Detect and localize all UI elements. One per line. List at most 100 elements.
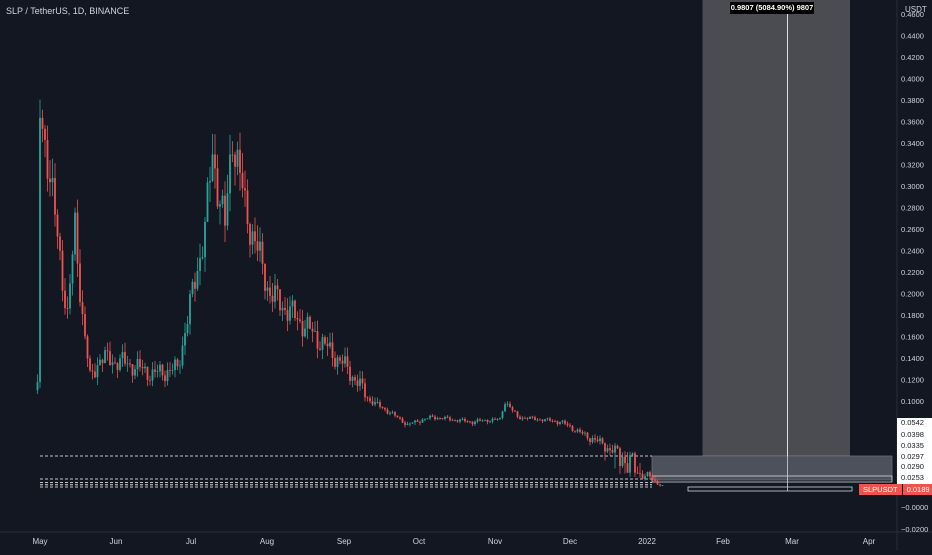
y-tick-label: 0.0335 [901, 441, 924, 450]
candle-body [621, 456, 624, 466]
candle-body [529, 416, 531, 419]
candle-body [584, 432, 586, 434]
candle-body [524, 417, 526, 419]
candle-body [431, 415, 434, 417]
candle-body [319, 348, 321, 350]
candle-body [331, 342, 334, 359]
candle-body [41, 117, 44, 129]
candle-body [494, 418, 496, 420]
candle-body [134, 369, 136, 376]
candle-body [516, 411, 519, 417]
candle-body [79, 263, 81, 302]
candle-body [136, 359, 139, 370]
candle-body [594, 437, 596, 440]
candle-body [84, 314, 86, 337]
candle-body [334, 358, 336, 367]
candle-body [291, 300, 294, 307]
candle-body [151, 369, 154, 381]
candle-body [649, 472, 651, 477]
candle-body [314, 331, 316, 332]
candle-body [549, 418, 551, 421]
candle-body [441, 418, 444, 420]
candle-body [324, 337, 326, 344]
y-tick-label: 0.1000 [901, 397, 924, 406]
candle-body [551, 420, 554, 422]
candle-body [69, 283, 71, 309]
candle-body [214, 154, 216, 169]
candle-body [404, 422, 406, 425]
candle-body [174, 359, 176, 371]
symbol-title: SLP / TetherUS, 1D, BINANCE [6, 6, 130, 16]
candle-body [606, 448, 609, 452]
candle-body [526, 418, 529, 419]
candle-body [401, 418, 404, 423]
candle-body [306, 316, 309, 329]
projection-tooltip: 0.9807 (5084.90%) 9807 [730, 2, 814, 14]
x-tick-label: Sep [337, 537, 352, 546]
candle-body [486, 419, 489, 422]
candle-body [304, 328, 306, 337]
y-tick-label: 0.2200 [901, 268, 924, 277]
candle-body [569, 425, 571, 426]
y-tick-label: 0.4000 [901, 75, 924, 84]
candle-body [561, 420, 564, 422]
candle-body [44, 128, 46, 140]
y-tick-label: 0.3200 [901, 161, 924, 170]
candle-body [326, 343, 329, 347]
candle-body [231, 154, 234, 156]
candle-body [474, 421, 476, 425]
candle-body [399, 417, 401, 419]
candle-body [624, 456, 626, 464]
candle-body [544, 419, 546, 422]
candle-body [216, 168, 219, 207]
candle-body [444, 416, 446, 419]
x-tick-label: Nov [488, 537, 502, 546]
candle-body [449, 417, 451, 421]
candle-body [154, 369, 156, 372]
y-tick-label: 0.0253 [901, 473, 924, 482]
candle-body [406, 423, 409, 425]
candle-body [641, 473, 644, 480]
candle-body [176, 359, 179, 367]
candle-body [464, 418, 466, 422]
candle-body [294, 300, 296, 319]
candle-body [64, 290, 66, 309]
candle-body [426, 418, 429, 420]
candle-body [149, 379, 151, 381]
candle-body [559, 421, 561, 425]
candle-body [499, 417, 501, 420]
x-tick-label: Feb [716, 537, 730, 546]
candle-body [439, 417, 441, 419]
y-tick-label: 0.1200 [901, 376, 924, 385]
candle-body [261, 241, 264, 264]
y-tick-label: 0.1600 [901, 333, 924, 342]
y-tick-label: 0.0398 [901, 430, 924, 439]
candle-body [424, 418, 426, 420]
candle-body [564, 420, 566, 424]
candle-body [341, 360, 344, 364]
candle-body [191, 281, 194, 295]
candle-body [604, 443, 606, 452]
candle-body [639, 473, 641, 474]
y-tick-label: 0.1800 [901, 311, 924, 320]
candle-body [434, 416, 436, 420]
x-tick-label: 2022 [638, 537, 656, 546]
candle-body [131, 364, 134, 376]
candle-body [579, 429, 581, 432]
candle-body [539, 419, 541, 421]
candle-body [94, 371, 96, 378]
currency-label: USDT [905, 5, 927, 14]
candle-body [456, 420, 459, 422]
candle-body [616, 445, 619, 449]
candle-body [609, 448, 611, 451]
candle-body [281, 307, 284, 311]
candle-body [419, 421, 421, 423]
candle-body [651, 476, 654, 480]
candle-body [546, 418, 549, 420]
chart-header: SLP / TetherUS, 1D, BINANCE [6, 6, 129, 16]
candle-body [484, 419, 486, 421]
candle-body [106, 350, 109, 352]
candle-body [129, 363, 131, 365]
